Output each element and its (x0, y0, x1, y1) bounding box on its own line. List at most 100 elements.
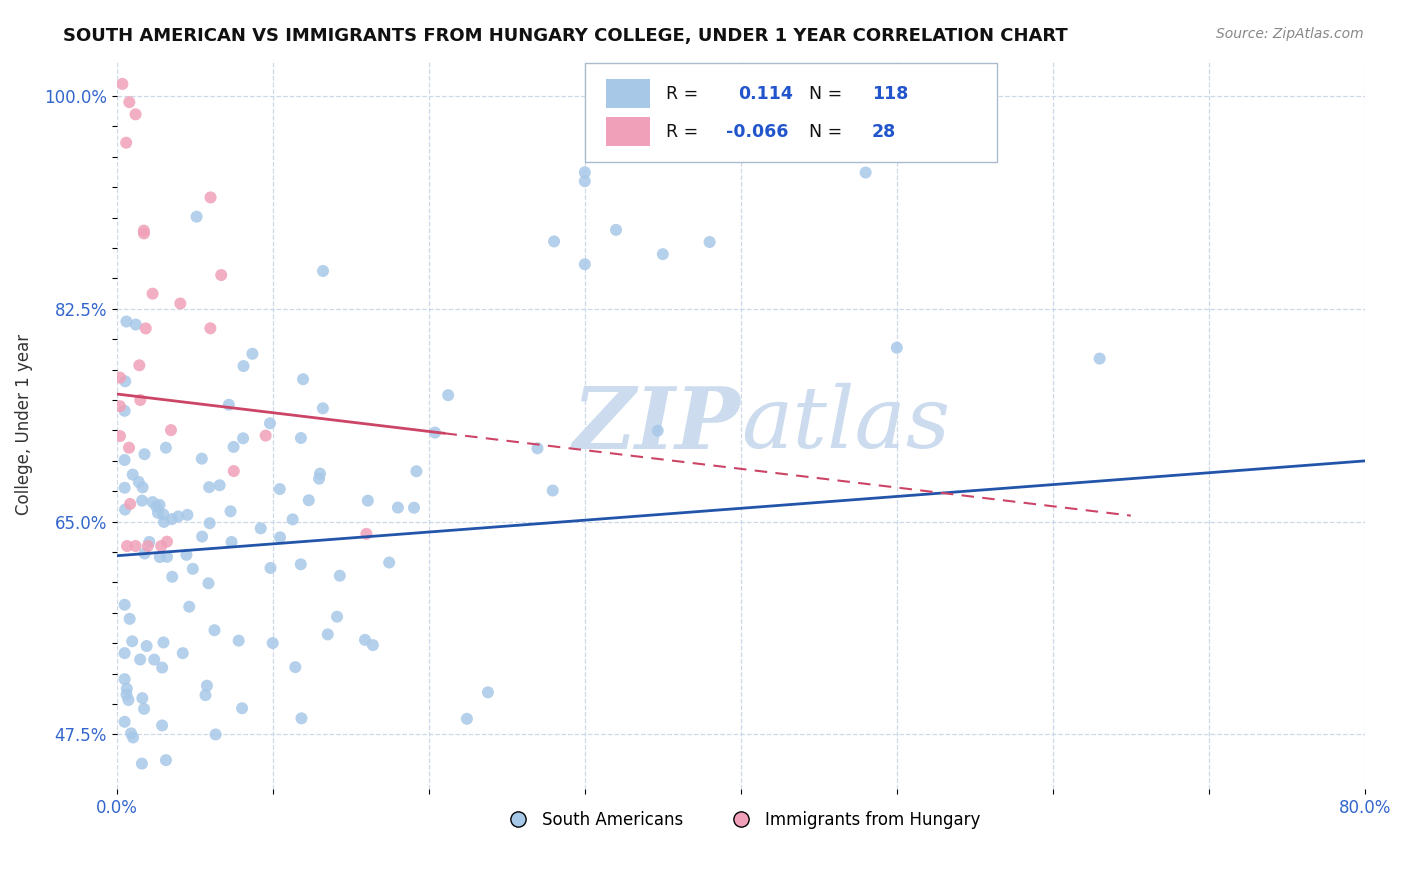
Point (131, 756, 153, 771)
Point (232, 431, 254, 445)
Point (114, 672, 136, 686)
Point (437, 388, 460, 402)
Text: atlas: atlas (741, 383, 950, 466)
Point (152, 635, 174, 649)
Point (326, 609, 349, 624)
Point (312, 401, 335, 416)
Point (145, 500, 167, 514)
Point (651, 247, 673, 261)
Point (142, 286, 165, 301)
Point (269, 482, 291, 496)
Point (228, 633, 250, 648)
Point (150, 660, 173, 674)
Point (1088, 351, 1111, 366)
Point (605, 223, 627, 237)
Point (118, 612, 141, 626)
Point (132, 224, 155, 238)
Point (198, 516, 221, 531)
Point (117, 693, 139, 707)
Point (329, 568, 352, 582)
Point (167, 509, 190, 524)
Point (134, 546, 156, 560)
Point (114, 453, 136, 467)
Point (108, 429, 131, 443)
Point (477, 685, 499, 699)
Point (361, 638, 384, 652)
Point (574, 174, 596, 188)
Point (111, 77, 134, 91)
Point (186, 210, 208, 224)
Point (115, 314, 138, 328)
Point (198, 480, 221, 494)
Point (298, 493, 321, 508)
Point (194, 688, 217, 702)
Point (191, 451, 214, 466)
Point (204, 727, 226, 741)
Point (208, 478, 231, 492)
Point (423, 425, 446, 440)
Point (114, 598, 136, 612)
Point (181, 562, 204, 576)
Point (114, 714, 136, 729)
Point (115, 539, 138, 553)
Point (148, 498, 170, 512)
Point (231, 701, 253, 715)
Point (195, 679, 218, 693)
Text: Source: ZipAtlas.com: Source: ZipAtlas.com (1216, 27, 1364, 41)
Point (218, 398, 240, 412)
Point (169, 296, 191, 310)
Point (114, 646, 136, 660)
Point (309, 467, 332, 481)
Text: ZIP: ZIP (574, 383, 741, 467)
Point (152, 508, 174, 522)
Point (129, 652, 152, 666)
Point (541, 483, 564, 498)
Point (221, 535, 243, 549)
Point (128, 359, 150, 373)
Point (290, 431, 312, 445)
Text: 0.114: 0.114 (738, 85, 793, 103)
Point (129, 392, 152, 407)
Point (135, 321, 157, 335)
Point (135, 639, 157, 653)
Point (156, 534, 179, 549)
Point (456, 712, 478, 726)
Point (142, 495, 165, 509)
Point (209, 268, 232, 282)
Point (222, 464, 245, 478)
Text: -0.066: -0.066 (725, 123, 789, 141)
Point (114, 374, 136, 388)
Y-axis label: College, Under 1 year: College, Under 1 year (15, 334, 32, 515)
Point (114, 481, 136, 495)
Point (131, 480, 153, 494)
Point (281, 512, 304, 526)
Point (191, 530, 214, 544)
Point (124, 107, 146, 121)
Point (387, 500, 409, 515)
Point (886, 341, 908, 355)
Point (179, 599, 201, 614)
Point (197, 576, 219, 591)
Point (121, 467, 143, 482)
Point (290, 558, 312, 572)
Text: N =: N = (810, 123, 842, 141)
Bar (606, 117, 650, 146)
Point (160, 423, 183, 437)
Point (115, 136, 138, 150)
Point (262, 636, 284, 650)
Point (855, 165, 877, 179)
Point (176, 508, 198, 522)
Text: SOUTH AMERICAN VS IMMIGRANTS FROM HUNGARY COLLEGE, UNDER 1 YEAR CORRELATION CHAR: SOUTH AMERICAN VS IMMIGRANTS FROM HUNGAR… (63, 27, 1069, 45)
Point (114, 502, 136, 516)
Point (526, 442, 548, 456)
Text: R =: R = (666, 123, 699, 141)
Point (131, 493, 153, 508)
Point (114, 404, 136, 418)
Point (121, 634, 143, 648)
Point (143, 652, 166, 666)
Point (699, 235, 721, 249)
Point (219, 504, 242, 518)
Point (153, 515, 176, 529)
Point (647, 424, 669, 438)
Point (308, 472, 330, 486)
